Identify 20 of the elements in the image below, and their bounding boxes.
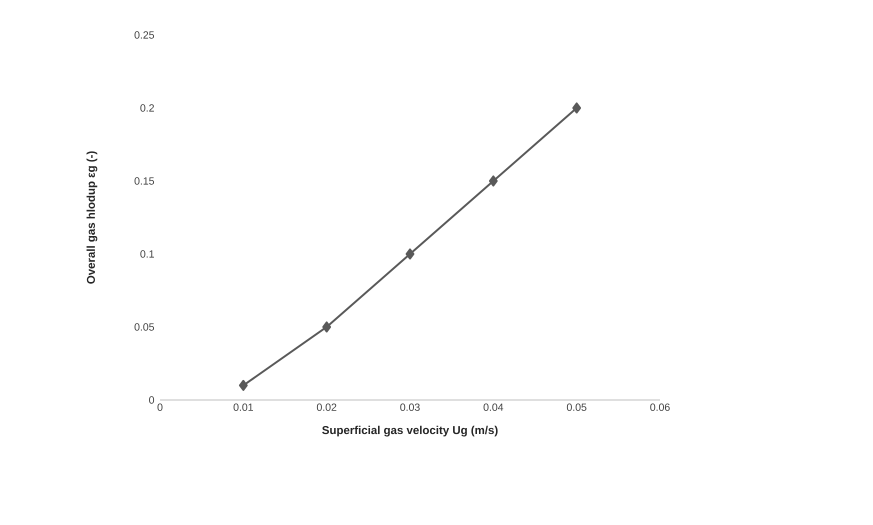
x-tick-label: 0.03 — [400, 404, 420, 411]
point — [488, 175, 498, 186]
x-tick-label: 0 — [158, 404, 163, 411]
x-tick-label: 0.06 — [650, 404, 670, 411]
point — [572, 102, 582, 114]
x-tick-label: 0.02 — [316, 404, 336, 411]
x-axis-title: Superficial gas velocity Ug (m/s) — [322, 426, 498, 436]
point — [238, 380, 248, 391]
x-tick-label: 0.04 — [484, 404, 504, 411]
y-axis-title: Overall gas hlodup εg (-) — [86, 151, 98, 284]
y-tick-label: 0.2 — [140, 104, 154, 112]
x-tick-label: 0.01 — [234, 404, 253, 411]
y-tick-label: 0.25 — [134, 31, 154, 39]
x-tick-label: 0.05 — [566, 404, 586, 411]
y-tick-label: 0.15 — [134, 177, 154, 185]
y-tick-label: 0 — [149, 396, 154, 404]
point — [406, 248, 414, 260]
point — [322, 321, 332, 332]
y-tick-label: 0.05 — [134, 323, 154, 331]
y-tick-label: 0.1 — [140, 250, 154, 258]
